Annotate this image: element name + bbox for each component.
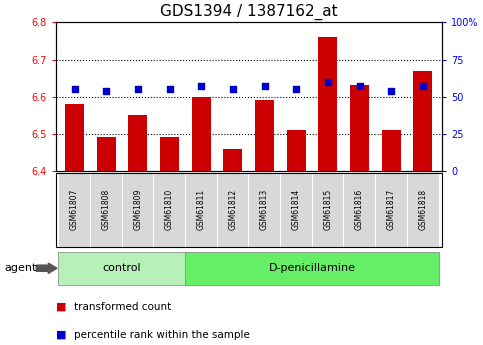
- Text: GSM61816: GSM61816: [355, 189, 364, 230]
- Text: GSM61813: GSM61813: [260, 189, 269, 230]
- Text: GSM61810: GSM61810: [165, 189, 174, 230]
- Point: [229, 86, 237, 92]
- Text: GSM61808: GSM61808: [102, 189, 111, 230]
- Text: ■: ■: [56, 302, 66, 312]
- Bar: [128, 115, 147, 171]
- Text: D-penicillamine: D-penicillamine: [269, 263, 355, 273]
- Point: [387, 88, 395, 93]
- Bar: [65, 104, 84, 171]
- Text: percentile rank within the sample: percentile rank within the sample: [74, 330, 250, 339]
- Text: GSM61815: GSM61815: [324, 189, 332, 230]
- Text: GSM61817: GSM61817: [387, 189, 396, 230]
- Point: [356, 83, 364, 89]
- Bar: [318, 37, 338, 171]
- Bar: [160, 137, 179, 171]
- Bar: [350, 86, 369, 171]
- Text: GSM61812: GSM61812: [228, 189, 238, 230]
- Text: GSM61809: GSM61809: [133, 189, 142, 230]
- Point: [261, 83, 269, 89]
- Point: [324, 79, 332, 85]
- Point: [71, 86, 78, 92]
- Text: GSM61814: GSM61814: [292, 189, 301, 230]
- Text: transformed count: transformed count: [74, 302, 171, 312]
- Bar: [97, 137, 116, 171]
- Text: ■: ■: [56, 330, 66, 339]
- Text: control: control: [103, 263, 142, 273]
- Bar: [255, 100, 274, 171]
- Point: [292, 86, 300, 92]
- Bar: [287, 130, 306, 171]
- Point: [166, 86, 173, 92]
- Point: [134, 86, 142, 92]
- Point: [419, 83, 427, 89]
- Point: [102, 88, 110, 93]
- Bar: [224, 149, 242, 171]
- Text: agent: agent: [5, 263, 37, 273]
- Text: GSM61818: GSM61818: [418, 189, 427, 230]
- Text: GSM61811: GSM61811: [197, 189, 206, 230]
- Bar: [192, 97, 211, 171]
- Text: GSM61807: GSM61807: [70, 189, 79, 230]
- Bar: [382, 130, 401, 171]
- Bar: [413, 71, 432, 171]
- Point: [198, 83, 205, 89]
- Title: GDS1394 / 1387162_at: GDS1394 / 1387162_at: [160, 3, 338, 20]
